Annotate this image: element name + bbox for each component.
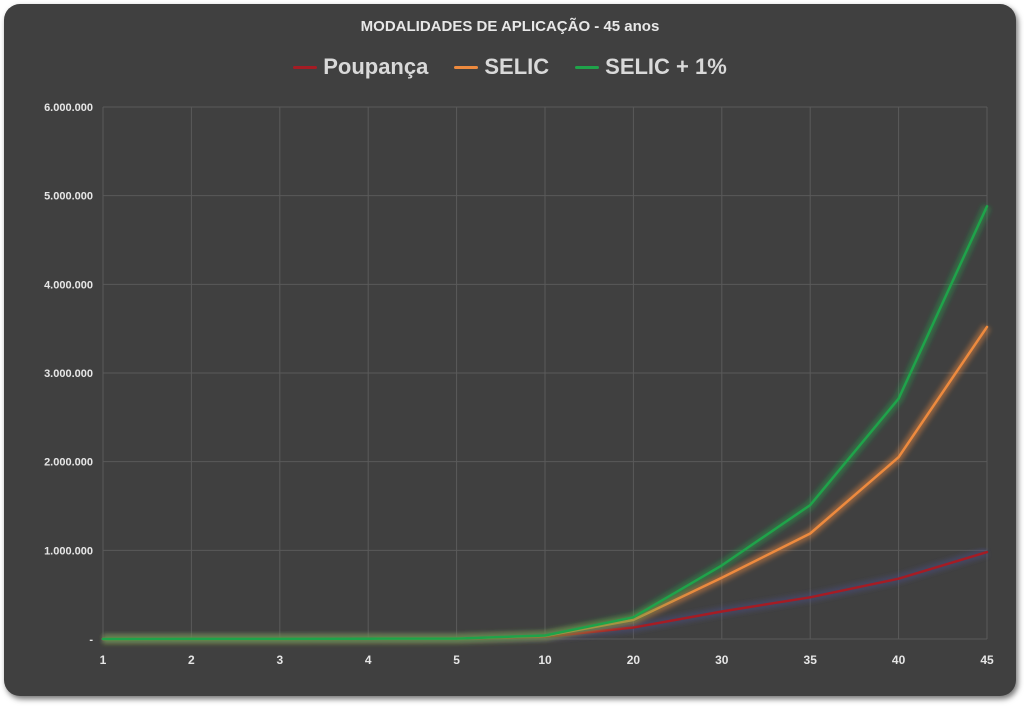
gridlines xyxy=(102,106,988,640)
legend-item-selic-plus-1: SELIC + 1% xyxy=(575,54,727,80)
x-tick-label: 2 xyxy=(188,653,195,667)
x-tick-label: 20 xyxy=(627,653,641,667)
legend-swatch-poupanca xyxy=(293,65,318,69)
y-axis-tick-labels: - 1.000.000 2.000.000 3.000.000 4.000.000 5.0… xyxy=(44,102,93,646)
chart-frame: MODALIDADES DE APLICAÇÃO - 45 anos Poupa… xyxy=(4,4,1016,696)
x-tick-label: 4 xyxy=(365,653,372,667)
x-tick-label: 40 xyxy=(892,653,906,667)
legend-item-poupanca: Poupança xyxy=(293,54,428,80)
y-tick-label: 5.000.000 xyxy=(44,191,93,203)
legend-label-poupanca: Poupança xyxy=(323,54,429,79)
series-lines xyxy=(101,204,992,644)
x-tick-label: 30 xyxy=(715,653,729,667)
y-tick-label: - xyxy=(89,634,93,646)
x-tick-label: 10 xyxy=(538,653,552,667)
x-tick-label: 35 xyxy=(804,653,818,667)
legend-swatch-selic xyxy=(454,65,479,69)
legend-label-selic: SELIC xyxy=(484,54,550,79)
y-tick-label: 3.000.000 xyxy=(44,368,93,380)
y-tick-label: 1.000.000 xyxy=(44,545,93,557)
x-axis-tick-labels: 1 2 3 4 5 10 20 30 35 40 45 xyxy=(100,653,994,667)
legend-item-selic: SELIC xyxy=(454,54,549,80)
y-tick-label: 4.000.000 xyxy=(44,279,93,291)
legend-swatch-selic-plus-1 xyxy=(575,65,600,69)
chart-title: MODALIDADES DE APLICAÇÃO - 45 anos xyxy=(360,18,660,35)
y-tick-label: 6.000.000 xyxy=(44,102,93,114)
legend-label-selic-plus-1: SELIC + 1% xyxy=(605,54,727,79)
x-tick-label: 5 xyxy=(453,653,460,667)
y-tick-label: 2.000.000 xyxy=(44,457,93,469)
x-tick-label: 1 xyxy=(100,653,107,667)
x-tick-label: 3 xyxy=(276,653,283,667)
x-tick-label: 45 xyxy=(980,653,994,667)
chart-legend: Poupança SELIC SELIC + 1% xyxy=(4,54,1016,80)
